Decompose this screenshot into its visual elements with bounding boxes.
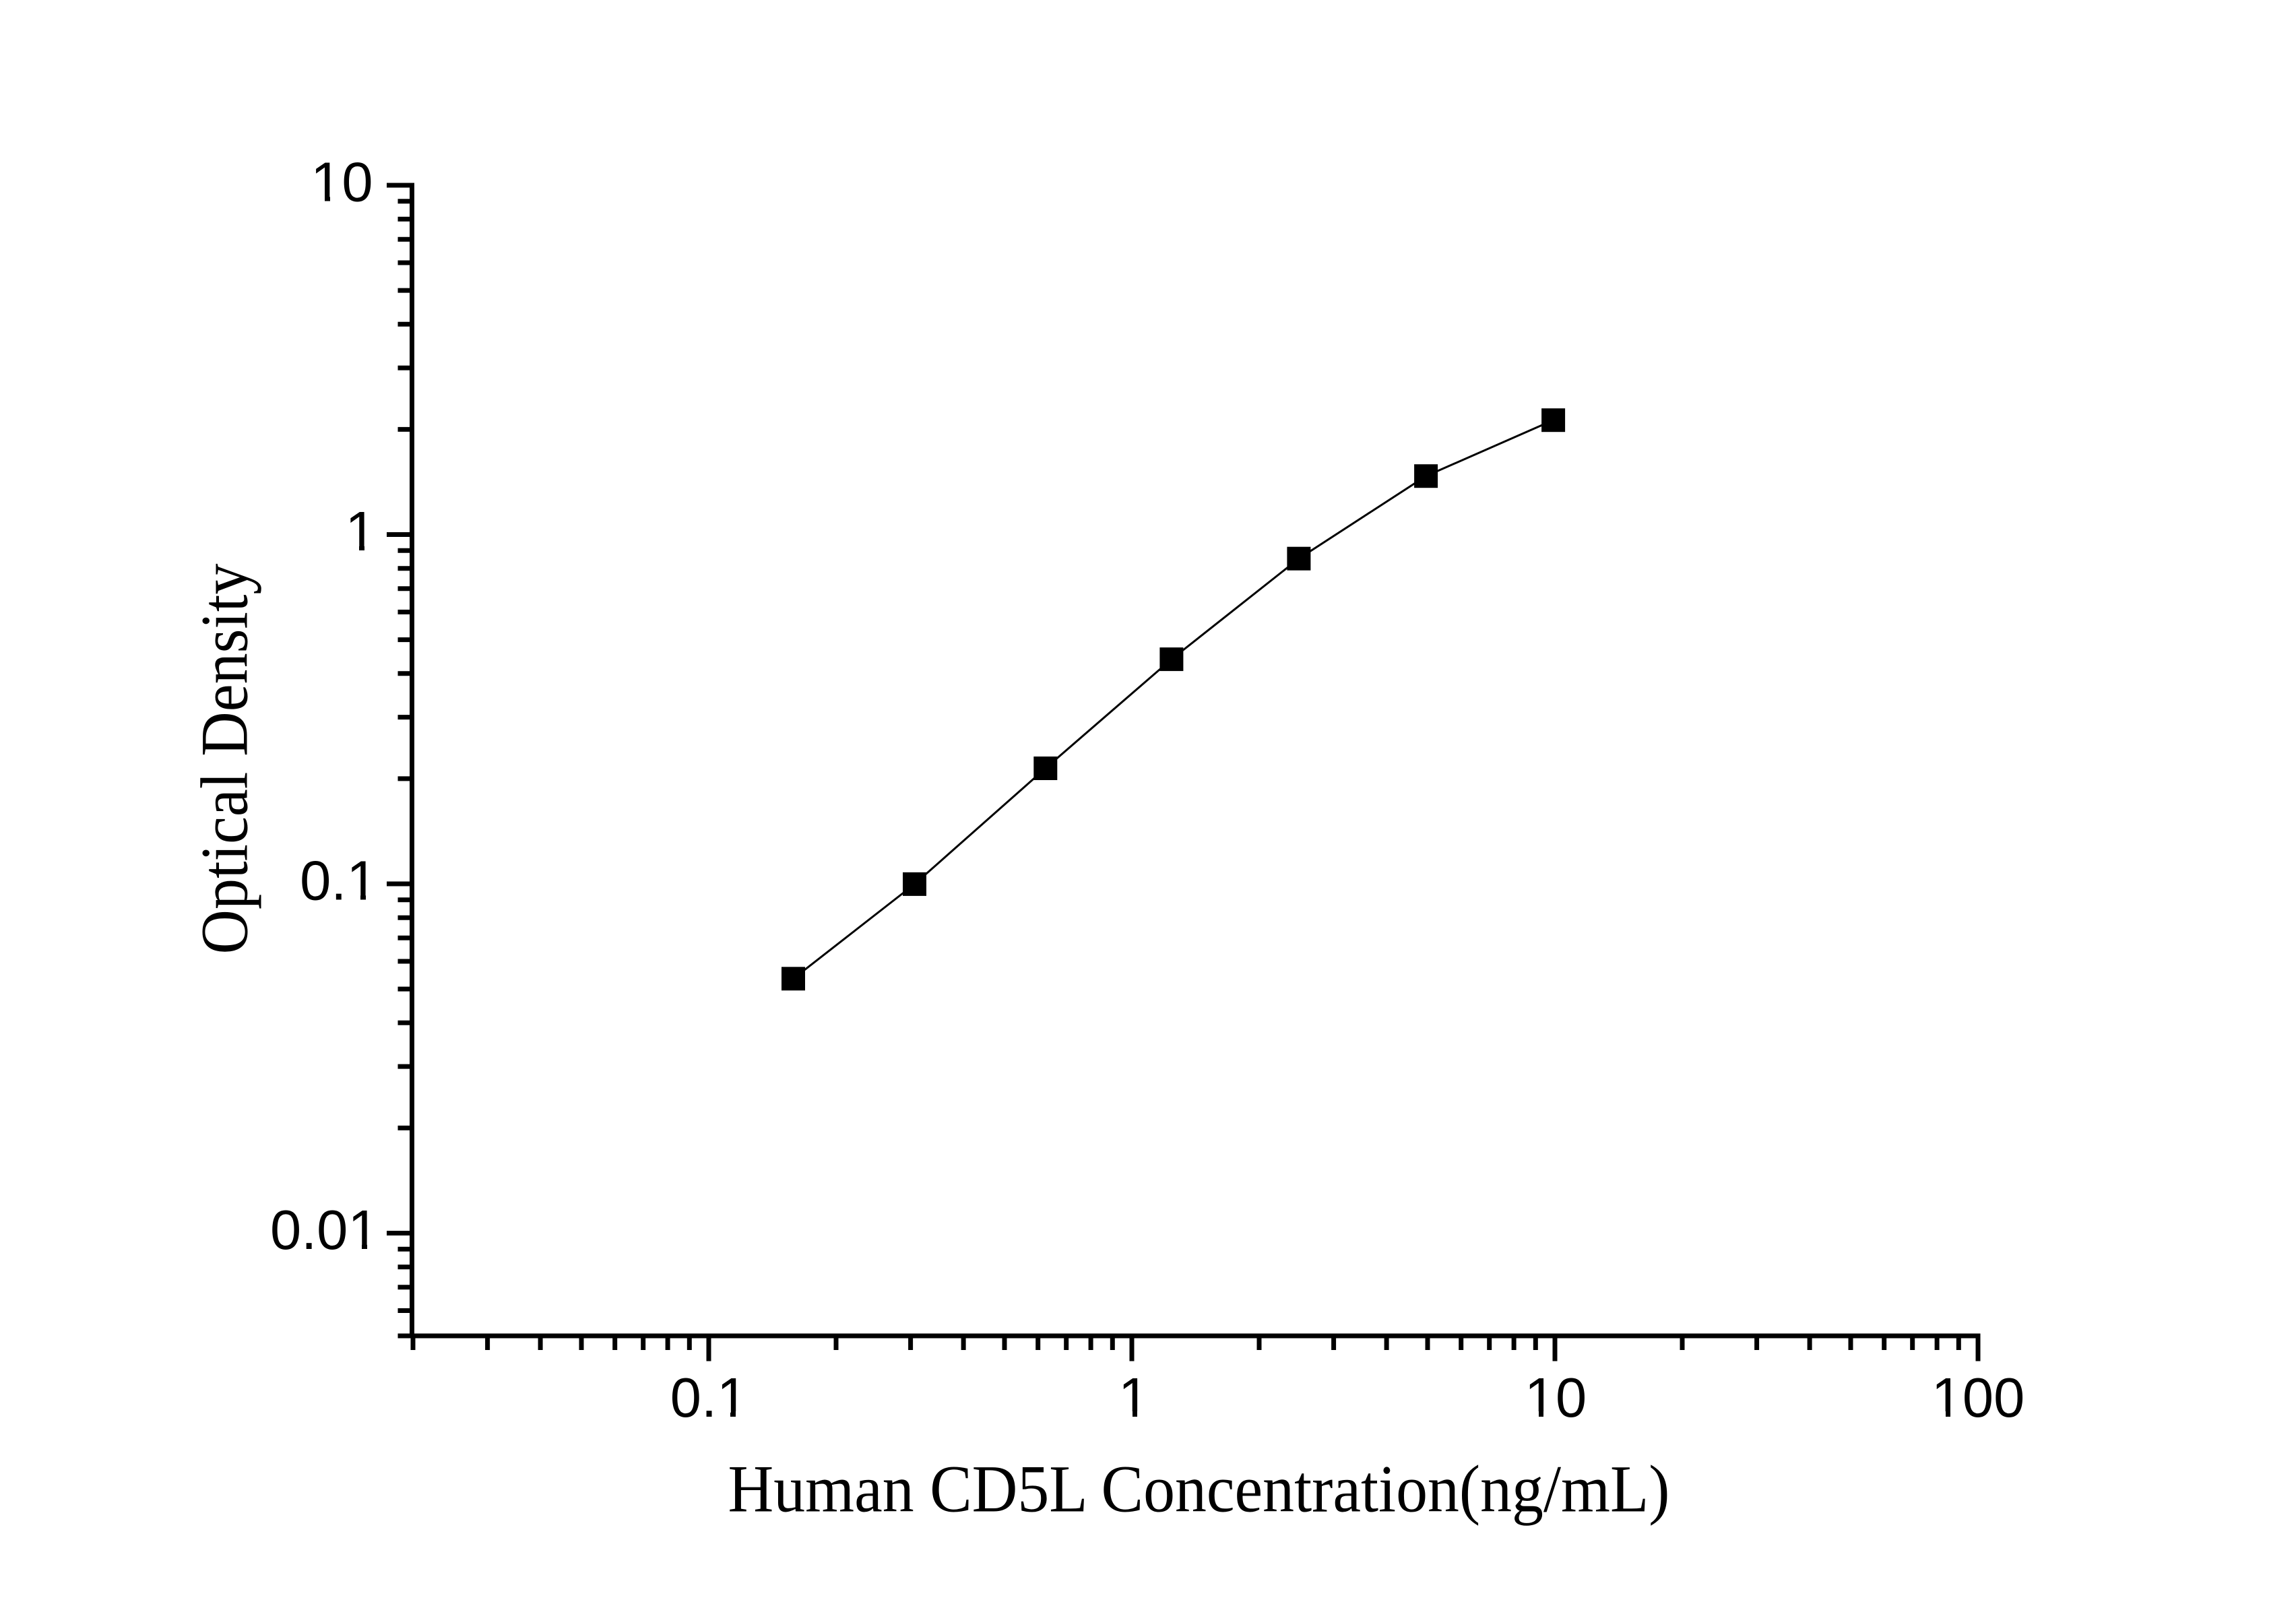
svg-text:Optical Density: Optical Density xyxy=(187,564,262,955)
svg-text:10: 10 xyxy=(1525,1366,1587,1429)
svg-text:0.01: 0.01 xyxy=(270,1198,379,1261)
svg-text:1: 1 xyxy=(1118,1366,1149,1429)
svg-text:Human CD5L Concentration(ng/mL: Human CD5L Concentration(ng/mL) xyxy=(728,1452,1670,1527)
svg-text:0.1: 0.1 xyxy=(670,1366,748,1429)
svg-text:1: 1 xyxy=(345,500,376,563)
svg-text:100: 100 xyxy=(1932,1366,2024,1429)
svg-text:10: 10 xyxy=(311,151,373,214)
svg-text:0.1: 0.1 xyxy=(300,849,377,912)
